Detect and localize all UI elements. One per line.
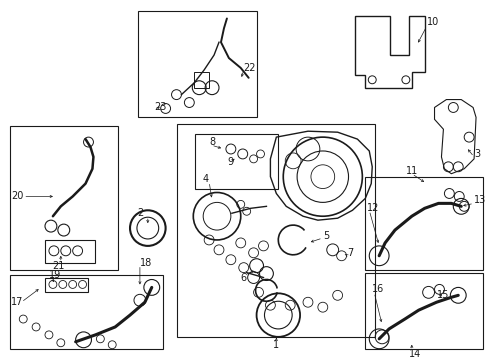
Text: 15: 15	[436, 290, 448, 300]
Text: 12: 12	[366, 203, 379, 213]
Bar	[45, 278, 88, 292]
Bar	[10, 275, 163, 349]
Text: 21: 21	[53, 261, 65, 271]
Text: 4: 4	[203, 174, 209, 184]
Text: 3: 3	[473, 149, 479, 159]
Text: 5: 5	[322, 231, 328, 241]
Text: 11: 11	[405, 166, 417, 176]
Text: 20: 20	[11, 192, 24, 202]
Text: 6: 6	[240, 273, 246, 283]
Bar	[45, 240, 95, 263]
Bar	[365, 177, 482, 270]
Text: 2: 2	[137, 208, 142, 218]
Bar	[177, 124, 374, 337]
Text: 14: 14	[408, 348, 420, 359]
Text: 8: 8	[209, 137, 215, 147]
Text: 18: 18	[140, 258, 152, 268]
Bar	[138, 10, 256, 117]
Text: 17: 17	[11, 297, 24, 307]
Bar	[195, 134, 278, 189]
Text: 16: 16	[371, 284, 384, 294]
Text: 22: 22	[243, 63, 256, 73]
Text: 13: 13	[473, 195, 486, 206]
Bar	[10, 126, 118, 270]
Bar	[365, 273, 482, 349]
Text: 23: 23	[154, 103, 167, 112]
Text: 10: 10	[426, 17, 438, 27]
Text: 1: 1	[273, 340, 279, 350]
Text: 19: 19	[49, 270, 61, 280]
Text: 7: 7	[347, 248, 353, 258]
Text: 9: 9	[226, 157, 233, 167]
